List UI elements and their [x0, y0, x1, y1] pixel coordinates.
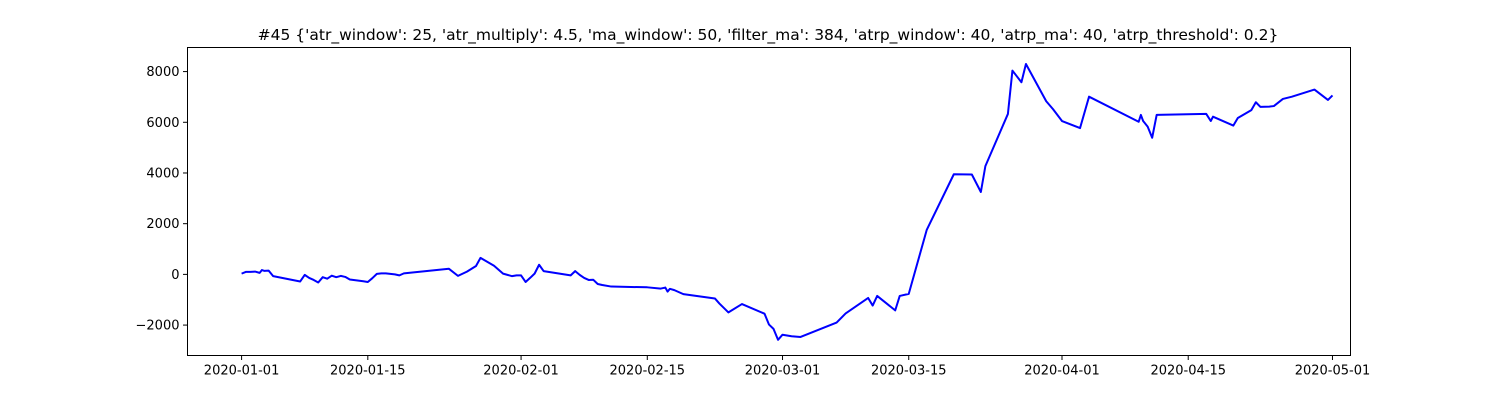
chart-title: #45 {'atr_window': 25, 'atr_multiply': 4… [258, 26, 1279, 45]
x-tick-label: 2020-04-15 [1150, 364, 1226, 379]
series-line-0 [241, 62, 1334, 341]
y-tick-label: 8000 [146, 65, 179, 80]
plot-frame [187, 47, 1351, 356]
y-axis-ticks: −2000 0 2000 4000 6000 8000 [136, 65, 188, 334]
y-tick-label: 6000 [146, 116, 179, 131]
plot-area [241, 62, 1334, 341]
y-tick-label: 4000 [146, 166, 179, 181]
x-tick-label: 2020-05-01 [1295, 364, 1371, 379]
x-tick-label: 2020-01-15 [330, 364, 406, 379]
x-tick-label: 2020-01-01 [204, 364, 280, 379]
y-tick-label: 0 [171, 268, 179, 283]
x-tick-label: 2020-02-15 [610, 364, 686, 379]
x-tick-label: 2020-03-15 [871, 364, 947, 379]
x-tick-label: 2020-04-01 [1024, 364, 1100, 379]
x-axis-ticks: 2020-01-01 2020-01-15 2020-02-01 2020-02-15… [204, 355, 1371, 379]
x-tick-label: 2020-02-01 [483, 364, 559, 379]
y-tick-label: 2000 [146, 217, 179, 232]
x-tick-label: 2020-03-01 [745, 364, 821, 379]
y-tick-label: −2000 [136, 319, 180, 334]
